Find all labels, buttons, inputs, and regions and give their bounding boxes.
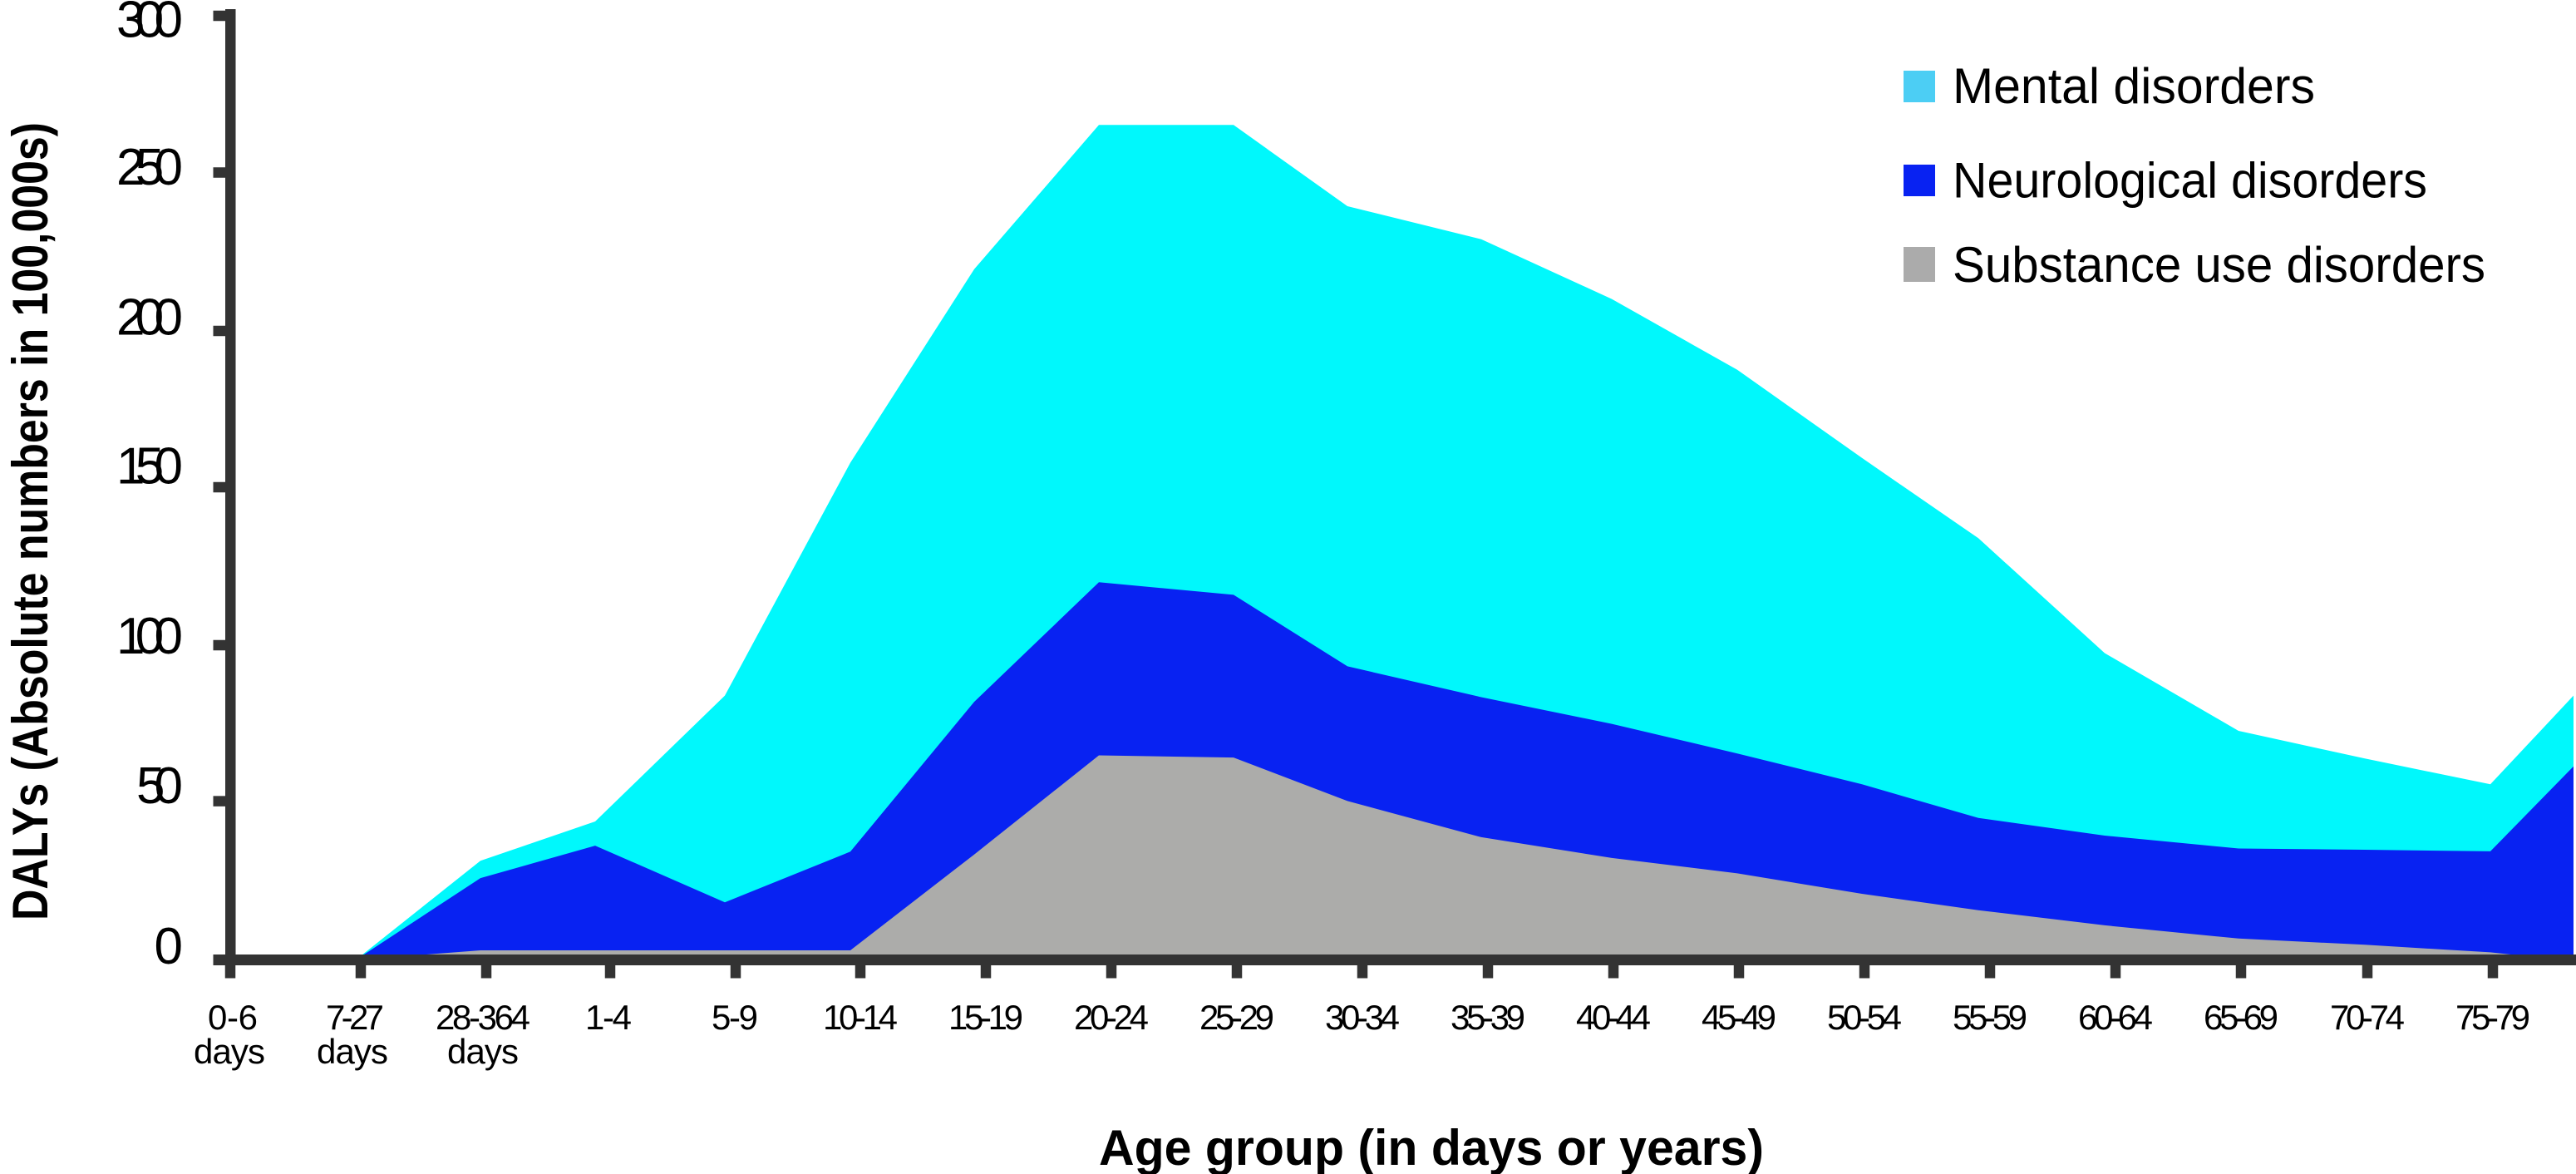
svg-text:1-4: 1-4 [585,998,632,1037]
svg-text:28-364: 28-364 [436,998,530,1037]
svg-text:DALYs (Absolute numbers in 100: DALYs (Absolute numbers in 100,000s) [2,122,58,920]
svg-text:55-59: 55-59 [1953,998,2027,1037]
svg-text:days: days [317,1032,388,1071]
svg-text:45-49: 45-49 [1702,998,1776,1037]
svg-text:150: 150 [116,438,183,496]
svg-text:Mental disorders: Mental disorders [1953,58,2315,114]
svg-text:5-9: 5-9 [712,998,758,1037]
svg-text:35-39: 35-39 [1451,998,1525,1037]
svg-text:Substance use disorders: Substance use disorders [1953,237,2485,293]
svg-text:300: 300 [116,0,183,48]
svg-text:15-19: 15-19 [948,998,1023,1037]
svg-text:7-27: 7-27 [326,998,384,1037]
svg-text:30-34: 30-34 [1325,998,1400,1037]
svg-text:25-29: 25-29 [1199,998,1274,1037]
svg-text:0-6: 0-6 [208,998,258,1037]
svg-text:20-24: 20-24 [1074,998,1149,1037]
svg-text:0: 0 [155,918,183,975]
svg-text:70-74: 70-74 [2330,998,2405,1037]
svg-text:50: 50 [136,757,183,815]
svg-text:75-79: 75-79 [2455,998,2530,1037]
svg-text:10-14: 10-14 [823,998,898,1037]
svg-text:60-64: 60-64 [2078,998,2153,1037]
svg-text:days: days [194,1032,265,1071]
svg-text:100: 100 [116,608,183,665]
svg-text:250: 250 [116,139,183,196]
svg-text:50-54: 50-54 [1827,998,1902,1037]
svg-text:Age group (in days or years): Age group (in days or years) [1099,1120,1764,1174]
svg-text:days: days [447,1032,519,1071]
svg-text:40-44: 40-44 [1576,998,1651,1037]
svg-text:200: 200 [116,289,183,347]
svg-text:Neurological disorders: Neurological disorders [1953,153,2427,209]
svg-text:65-69: 65-69 [2204,998,2278,1037]
